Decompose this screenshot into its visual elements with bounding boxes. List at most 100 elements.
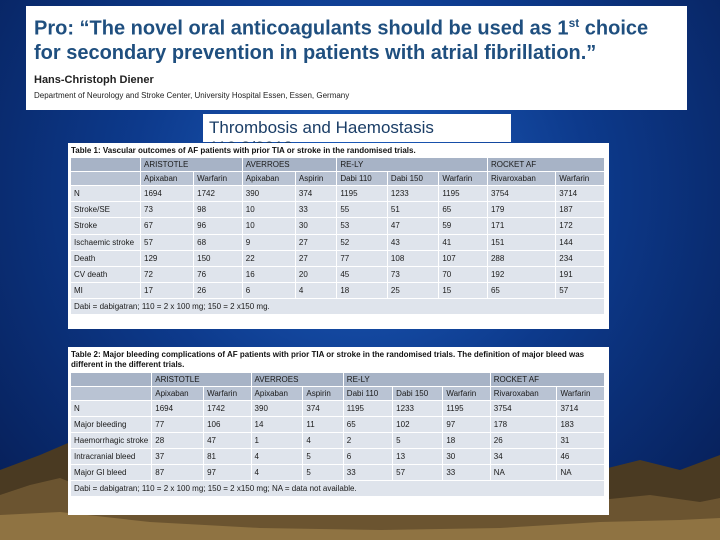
- row-label: N: [71, 186, 141, 203]
- table-row: Intracranial bleed 37 81 4 5 6 13 30 34 46: [71, 449, 605, 465]
- table-cell: 45: [337, 266, 388, 284]
- row-label: MI: [71, 283, 141, 300]
- slide-title: Pro: “The novel oral anticoagulants shou…: [34, 16, 649, 64]
- table2-col-header: Warfarin: [557, 387, 605, 401]
- table1-trial-averroes: AVERROES: [242, 158, 338, 172]
- table-cell: 4: [251, 449, 304, 465]
- table-cell: 187: [556, 202, 605, 219]
- table2-col-header: Rivaroxaban: [490, 387, 558, 401]
- table-cell: 183: [557, 417, 605, 433]
- table-cell: 107: [439, 250, 488, 267]
- row-label: Ischaemic stroke: [71, 234, 141, 251]
- table1-col-header: Aspirin: [295, 172, 338, 186]
- table-cell: 4: [295, 283, 338, 300]
- table-cell: 172: [556, 218, 605, 235]
- table-cell: 57: [556, 283, 605, 300]
- table-row: N 1694 1742 390 374 1195 1233 1195 3754 3714: [71, 186, 605, 203]
- table-cell: 25: [387, 283, 440, 300]
- table-cell: 10: [242, 202, 296, 219]
- table-cell: 192: [487, 266, 557, 284]
- table-cell: 17: [141, 283, 195, 300]
- table2-col-header: Dabi 110: [343, 387, 394, 401]
- table-cell: 57: [393, 465, 444, 481]
- table-cell: 20: [295, 266, 338, 284]
- table-cell: 72: [141, 266, 195, 284]
- table-cell: 87: [152, 465, 205, 481]
- table-cell: 6: [343, 449, 394, 465]
- table-row: MI 17 26 6 4 18 25 15 65 57: [71, 283, 605, 300]
- table-cell: 5: [303, 465, 344, 481]
- table-cell: 22: [242, 250, 296, 267]
- row-label: Haemorrhagic stroke: [71, 433, 153, 449]
- table-cell: 1233: [393, 401, 444, 417]
- table-cell: 52: [337, 234, 388, 251]
- table2-footnote: Dabi = dabigatran; 110 = 2 x 100 mg; 150…: [71, 481, 605, 497]
- table-cell: 15: [439, 283, 488, 300]
- table-cell: 288: [487, 250, 557, 267]
- table-cell: 47: [387, 218, 440, 235]
- author-department: Department of Neurology and Stroke Cente…: [34, 90, 350, 100]
- table-cell: 108: [387, 250, 440, 267]
- table-cell: 374: [295, 186, 338, 203]
- table-cell: 234: [556, 250, 605, 267]
- table-row: Death 129 150 22 27 77 108 107 288 234: [71, 250, 605, 267]
- table-row: N 1694 1742 390 374 1195 1233 1195 3754 3714: [71, 401, 605, 417]
- table-cell: 1195: [337, 186, 388, 203]
- table-cell: 374: [303, 401, 344, 417]
- table-cell: 30: [295, 218, 338, 235]
- table-cell: 3754: [487, 186, 557, 203]
- table2-trial-averroes: AVERROES: [251, 373, 344, 387]
- table-cell: 51: [387, 202, 440, 219]
- major-bleeding-table: Table 2: Major bleeding complications of…: [68, 347, 609, 515]
- table-cell: 3714: [556, 186, 605, 203]
- table-cell: 16: [242, 266, 296, 284]
- table-cell: 3754: [490, 401, 558, 417]
- table-cell: NA: [557, 465, 605, 481]
- table-cell: 10: [242, 218, 296, 235]
- table1-col-header: Rivaroxaban: [487, 172, 557, 186]
- table-cell: 65: [487, 283, 557, 300]
- table-cell: 1694: [141, 186, 195, 203]
- table-cell: 31: [557, 433, 605, 449]
- table1-caption: Table 1: Vascular outcomes of AF patient…: [71, 146, 416, 155]
- table-cell: 1233: [387, 186, 440, 203]
- table-cell: 28: [152, 433, 205, 449]
- table2-trial-rely: RE-LY: [343, 373, 491, 387]
- table2-trial-rocket-af: ROCKET AF: [490, 373, 605, 387]
- vascular-outcomes-table: Table 1: Vascular outcomes of AF patient…: [68, 143, 609, 329]
- table-cell: 34: [490, 449, 558, 465]
- table-cell: 33: [295, 202, 338, 219]
- table1-footnote: Dabi = dabigatran; 110 = 2 x 100 mg; 150…: [71, 299, 605, 316]
- table2-col-header: Apixaban: [251, 387, 304, 401]
- table-row: Stroke/SE 73 98 10 33 55 51 65 179 187: [71, 202, 605, 219]
- table-row: CV death 72 76 16 20 45 73 70 192 191: [71, 266, 605, 284]
- table-cell: 18: [443, 433, 491, 449]
- table1-trial-rocket-af: ROCKET AF: [487, 158, 605, 172]
- table-cell: 1: [251, 433, 304, 449]
- table-cell: 59: [439, 218, 488, 235]
- table-cell: 73: [141, 202, 195, 219]
- table2-col-header: Aspirin: [303, 387, 344, 401]
- table-cell: 179: [487, 202, 557, 219]
- table-row: Stroke 67 96 10 30 53 47 59 171 172: [71, 218, 605, 235]
- table-cell: 178: [490, 417, 558, 433]
- table-cell: 3714: [557, 401, 605, 417]
- row-label: Intracranial bleed: [71, 449, 153, 465]
- table-cell: 390: [251, 401, 304, 417]
- table-cell: 41: [439, 234, 488, 251]
- table-cell: 1742: [204, 401, 252, 417]
- table-cell: 2: [343, 433, 394, 449]
- table-cell: 102: [393, 417, 444, 433]
- table-cell: 1694: [152, 401, 205, 417]
- table-cell: 27: [295, 234, 338, 251]
- table-cell: 150: [194, 250, 243, 267]
- row-label: Stroke/SE: [71, 202, 141, 219]
- table-cell: 37: [152, 449, 205, 465]
- table-cell: 11: [303, 417, 344, 433]
- table-row: Major bleeding 77 106 14 11 65 102 97 178 183: [71, 417, 605, 433]
- table-cell: 97: [204, 465, 252, 481]
- table2-col-header: Warfarin: [443, 387, 491, 401]
- table2-caption: Table 2: Major bleeding complications of…: [71, 350, 585, 369]
- journal-citation: Thrombosis and Haemostasis 110.3/2013: [203, 114, 511, 157]
- table-cell: 9: [242, 234, 296, 251]
